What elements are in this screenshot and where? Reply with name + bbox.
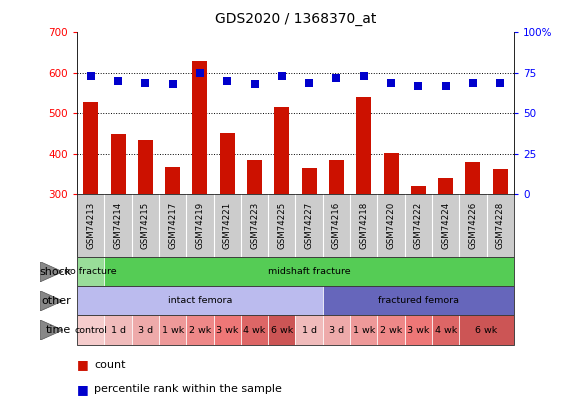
Text: ■: ■ — [77, 383, 89, 396]
Text: count: count — [94, 360, 126, 370]
Text: ■: ■ — [77, 358, 89, 371]
Text: GSM74225: GSM74225 — [278, 202, 286, 249]
Text: GSM74215: GSM74215 — [141, 202, 150, 249]
Text: 6 wk: 6 wk — [271, 326, 293, 335]
Bar — [356, 97, 371, 194]
Text: GSM74218: GSM74218 — [359, 202, 368, 249]
Text: other: other — [42, 296, 71, 306]
Text: intact femora: intact femora — [168, 296, 232, 305]
Bar — [384, 153, 399, 194]
Text: 4 wk: 4 wk — [243, 326, 266, 335]
Text: GSM74217: GSM74217 — [168, 202, 177, 249]
Text: GSM74221: GSM74221 — [223, 202, 232, 249]
Text: GSM74213: GSM74213 — [86, 202, 95, 249]
Text: 3 d: 3 d — [138, 326, 153, 335]
Text: 1 wk: 1 wk — [353, 326, 375, 335]
Bar — [438, 178, 453, 194]
Polygon shape — [40, 291, 63, 311]
Text: percentile rank within the sample: percentile rank within the sample — [94, 384, 282, 394]
Bar — [247, 160, 262, 194]
Bar — [111, 134, 126, 194]
Text: 3 wk: 3 wk — [216, 326, 239, 335]
Text: GSM74223: GSM74223 — [250, 202, 259, 249]
Bar — [301, 168, 317, 194]
Text: no fracture: no fracture — [65, 267, 117, 276]
Text: 1 wk: 1 wk — [162, 326, 184, 335]
Text: 3 d: 3 d — [329, 326, 344, 335]
Text: 1 d: 1 d — [111, 326, 126, 335]
Text: GDS2020 / 1368370_at: GDS2020 / 1368370_at — [215, 12, 376, 26]
Text: 4 wk: 4 wk — [435, 326, 457, 335]
Bar — [465, 162, 480, 194]
Text: GSM74220: GSM74220 — [387, 202, 396, 249]
Text: GSM74227: GSM74227 — [305, 202, 313, 249]
Bar — [165, 167, 180, 194]
Text: 2 wk: 2 wk — [189, 326, 211, 335]
Text: GSM74226: GSM74226 — [468, 202, 477, 249]
Text: GSM74228: GSM74228 — [496, 202, 505, 249]
Text: midshaft fracture: midshaft fracture — [268, 267, 351, 276]
Bar — [192, 61, 207, 194]
Text: control: control — [74, 326, 107, 335]
Text: GSM74214: GSM74214 — [114, 202, 123, 249]
Bar — [220, 133, 235, 194]
Bar — [138, 140, 153, 194]
Text: 1 d: 1 d — [301, 326, 317, 335]
Bar — [493, 169, 508, 194]
Text: 6 wk: 6 wk — [476, 326, 498, 335]
Bar — [329, 160, 344, 194]
Polygon shape — [40, 262, 63, 282]
Text: GSM74222: GSM74222 — [414, 202, 423, 249]
Text: time: time — [46, 325, 71, 335]
Text: fractured femora: fractured femora — [378, 296, 459, 305]
Text: 2 wk: 2 wk — [380, 326, 402, 335]
Text: shock: shock — [39, 267, 71, 277]
Polygon shape — [40, 320, 63, 340]
Text: 3 wk: 3 wk — [407, 326, 429, 335]
Bar — [83, 102, 98, 194]
Text: GSM74224: GSM74224 — [441, 202, 450, 249]
Text: GSM74219: GSM74219 — [195, 202, 204, 249]
Bar — [411, 186, 426, 194]
Bar — [274, 107, 289, 194]
Text: GSM74216: GSM74216 — [332, 202, 341, 249]
